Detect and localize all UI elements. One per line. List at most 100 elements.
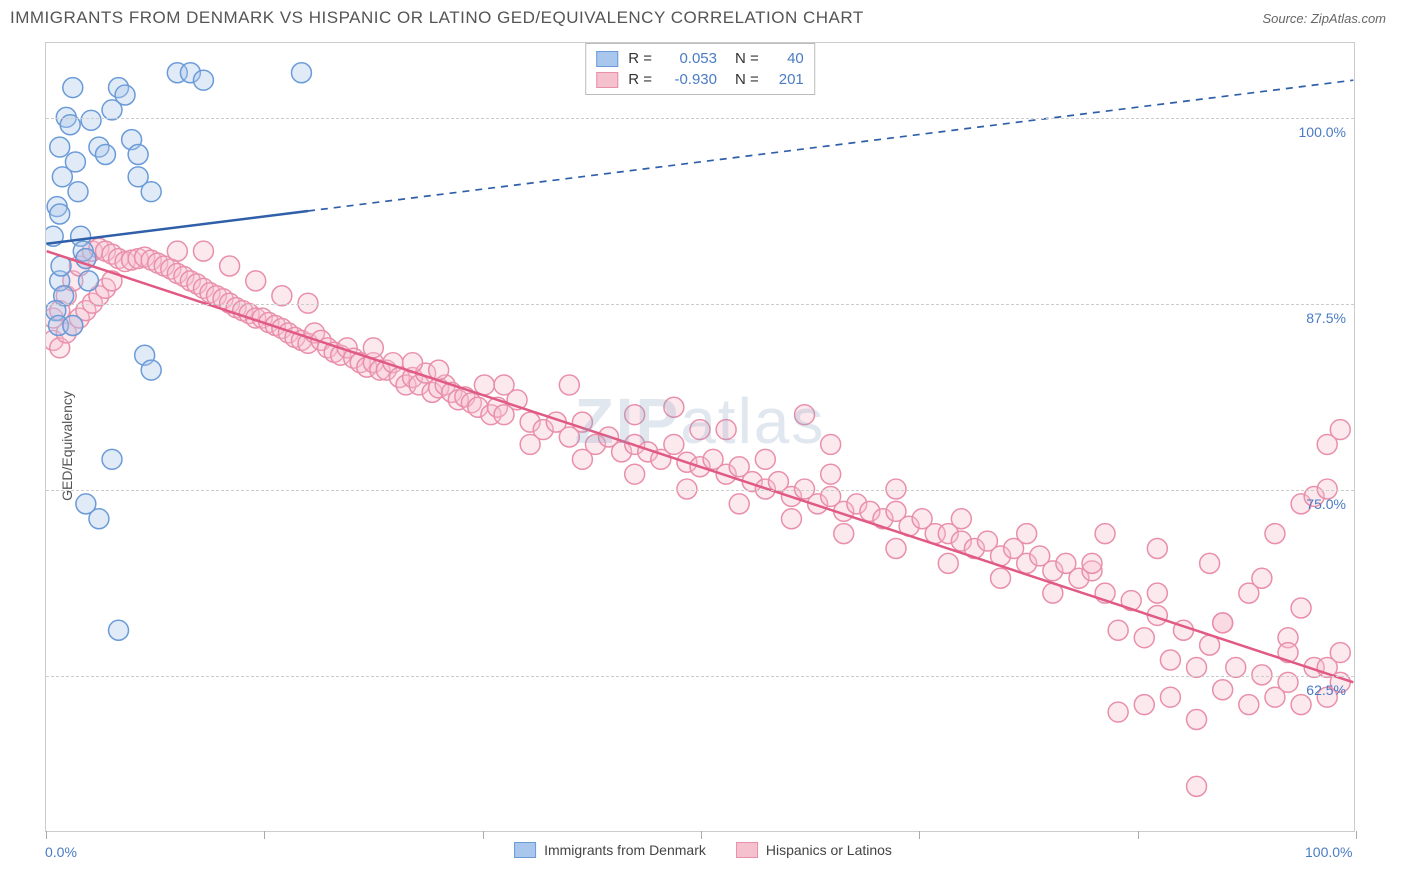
gridline (46, 118, 1354, 119)
scatter-point (63, 78, 83, 98)
scatter-point (1330, 643, 1350, 663)
scatter-point (65, 152, 85, 172)
chart-header: IMMIGRANTS FROM DENMARK VS HISPANIC OR L… (0, 0, 1406, 34)
legend-swatch (596, 72, 618, 88)
scatter-point (1252, 568, 1272, 588)
scatter-point (625, 464, 645, 484)
trend-line-dashed (308, 80, 1353, 211)
scatter-point (1200, 553, 1220, 573)
x-tick (46, 831, 47, 839)
legend-swatch (514, 842, 536, 858)
legend-correlation-box: R =0.053N =40R =-0.930N =201 (585, 43, 815, 95)
legend-series: Immigrants from Denmark Hispanics or Lati… (514, 842, 892, 858)
x-tick (701, 831, 702, 839)
legend-r-value: 0.053 (662, 50, 717, 67)
scatter-point (363, 338, 383, 358)
x-tick (1138, 831, 1139, 839)
gridline (46, 304, 1354, 305)
scatter-point (220, 256, 240, 276)
scatter-point (1187, 776, 1207, 796)
legend-swatch (596, 51, 618, 67)
legend-swatch (736, 842, 758, 858)
legend-series-label: Hispanics or Latinos (766, 842, 892, 858)
scatter-point (886, 539, 906, 559)
scatter-point (1213, 680, 1233, 700)
scatter-point (1095, 524, 1115, 544)
scatter-point (1134, 695, 1154, 715)
gridline (46, 676, 1354, 677)
chart-plot-area: ZIPatlas R =0.053N =40R =-0.930N =201 62… (45, 42, 1355, 832)
scatter-point (474, 375, 494, 395)
legend-r-value: -0.930 (662, 71, 717, 88)
scatter-point (76, 494, 96, 514)
scatter-point (951, 509, 971, 529)
scatter-point (246, 271, 266, 291)
scatter-point (1239, 695, 1259, 715)
scatter-point (1252, 665, 1272, 685)
trend-line-solid (47, 251, 1354, 682)
x-tick (264, 831, 265, 839)
scatter-point (795, 405, 815, 425)
legend-correlation-row: R = 0.053 N = 40 (596, 48, 804, 69)
scatter-point (781, 509, 801, 529)
scatter-point (572, 449, 592, 469)
scatter-point (68, 182, 88, 202)
legend-series-item: Hispanics or Latinos (736, 842, 892, 858)
scatter-point (1265, 524, 1285, 544)
scatter-point (1160, 650, 1180, 670)
x-tick (483, 831, 484, 839)
scatter-point (81, 110, 101, 130)
scatter-point (50, 204, 70, 224)
scatter-point (167, 241, 187, 261)
scatter-point (193, 70, 213, 90)
scatter-point (1082, 553, 1102, 573)
scatter-point (50, 137, 70, 157)
scatter-point (63, 316, 83, 336)
scatter-point (625, 405, 645, 425)
scatter-point (141, 360, 161, 380)
scatter-point (1134, 628, 1154, 648)
scatter-point (1147, 583, 1167, 603)
scatter-point (272, 286, 292, 306)
scatter-point (128, 145, 148, 165)
y-tick-label: 62.5% (1306, 682, 1346, 698)
scatter-point (559, 375, 579, 395)
scatter-point (1108, 620, 1128, 640)
chart-source: Source: ZipAtlas.com (1262, 11, 1386, 26)
scatter-point (193, 241, 213, 261)
y-tick-label: 100.0% (1299, 124, 1346, 140)
scatter-point (102, 449, 122, 469)
legend-n-value: 40 (769, 50, 804, 67)
scatter-point (1108, 702, 1128, 722)
scatter-point (664, 434, 684, 454)
scatter-point (1278, 672, 1298, 692)
legend-n-label: N = (735, 71, 759, 88)
scatter-point (1291, 598, 1311, 618)
scatter-point (78, 271, 98, 291)
scatter-point (716, 420, 736, 440)
legend-r-label: R = (628, 71, 652, 88)
scatter-svg (46, 43, 1354, 831)
scatter-point (991, 568, 1011, 588)
scatter-point (821, 434, 841, 454)
chart-title: IMMIGRANTS FROM DENMARK VS HISPANIC OR L… (10, 8, 864, 28)
scatter-point (494, 375, 514, 395)
scatter-point (109, 620, 129, 640)
scatter-point (520, 434, 540, 454)
scatter-point (1017, 524, 1037, 544)
scatter-point (1330, 420, 1350, 440)
legend-n-label: N = (735, 50, 759, 67)
x-axis-max-label: 100.0% (1305, 844, 1352, 860)
legend-series-item: Immigrants from Denmark (514, 842, 706, 858)
x-tick (1356, 831, 1357, 839)
scatter-point (1226, 657, 1246, 677)
scatter-point (690, 420, 710, 440)
scatter-point (115, 85, 135, 105)
scatter-point (821, 464, 841, 484)
scatter-point (1187, 710, 1207, 730)
legend-r-label: R = (628, 50, 652, 67)
y-tick-label: 75.0% (1306, 496, 1346, 512)
legend-series-label: Immigrants from Denmark (544, 842, 706, 858)
scatter-point (938, 553, 958, 573)
x-axis-min-label: 0.0% (45, 844, 77, 860)
